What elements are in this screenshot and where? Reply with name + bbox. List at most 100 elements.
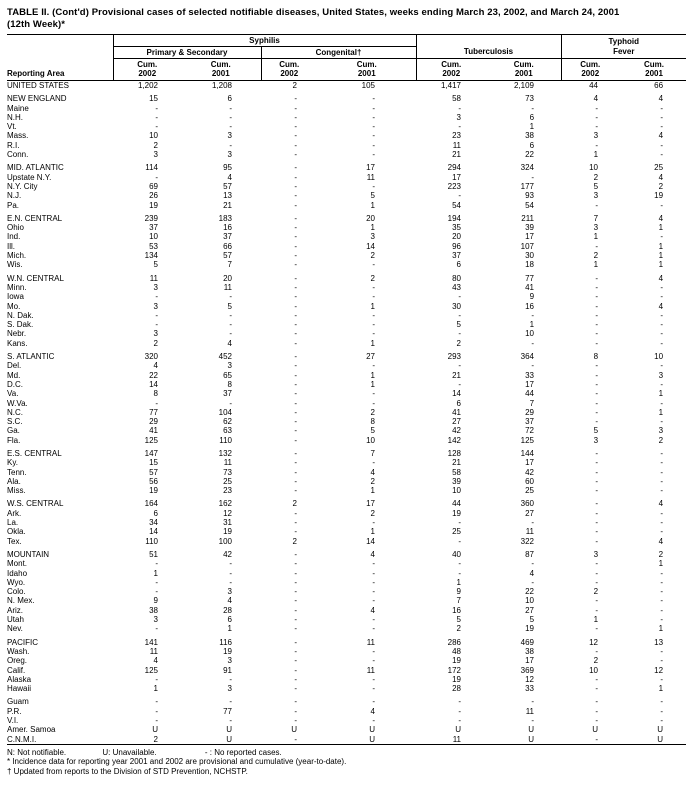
value-cell: 104 xyxy=(218,407,232,417)
value-cell: 17 xyxy=(525,379,535,389)
footnote-unavailable: U: Unavailable. xyxy=(102,747,157,757)
value-cell: - xyxy=(531,577,535,587)
value-cell: 19 xyxy=(149,200,158,210)
table-row-ga: Ga. 41 63 - 5 42 72 5 3 xyxy=(7,426,686,435)
value-cell: - xyxy=(155,587,158,597)
value-cell: 6 xyxy=(227,94,232,104)
table-title-line1: TABLE II. (Cont'd) Provisional cases of … xyxy=(7,7,620,18)
value-cell: - xyxy=(531,103,535,113)
value-cell: 17 xyxy=(452,172,461,182)
table-row-wyo: Wyo. - - - - 1 - - - xyxy=(7,578,686,587)
value-cell: - xyxy=(155,320,158,330)
footnote-dagger: † Updated from reports to the Division o… xyxy=(7,766,248,776)
value-cell: - xyxy=(458,568,461,578)
value-cell: 12 xyxy=(654,665,664,675)
cum-2002-header: Cum. 2002 xyxy=(260,58,338,81)
value-cell: 4 xyxy=(658,131,664,141)
value-cell: 8 xyxy=(227,379,232,389)
value-cell: - xyxy=(660,605,664,615)
reporting-area-cell: Mass. xyxy=(7,131,29,141)
value-cell: - xyxy=(531,697,535,707)
value-cell: 9 xyxy=(529,292,535,302)
value-cell: - xyxy=(229,122,232,132)
value-cell: 1 xyxy=(370,527,375,537)
value-cell: - xyxy=(458,518,461,528)
value-cell: - xyxy=(595,122,599,132)
value-cell: 162 xyxy=(218,499,232,509)
value-cell: 21 xyxy=(223,200,232,210)
table-title: TABLE II. (Cont'd) Provisional cases of … xyxy=(7,7,685,30)
typhoid-fever-group-header: Typhoid Fever xyxy=(560,34,687,59)
footnote-legend: N: Not notifiable. U: Unavailable. - : N… xyxy=(7,748,685,758)
value-cell: - xyxy=(294,697,297,707)
reporting-area-cell: Mont. xyxy=(7,559,28,569)
value-cell: 18 xyxy=(525,260,535,270)
value-cell: - xyxy=(595,518,599,528)
reporting-area-cell: La. xyxy=(7,518,19,528)
value-cell: 66 xyxy=(223,241,232,251)
cum-2001-header: Cum. 2001 xyxy=(186,58,261,81)
value-cell: 10 xyxy=(452,486,461,496)
value-cell: - xyxy=(595,398,599,408)
value-cell: 20 xyxy=(366,213,375,223)
disease-table: Reporting Area Syphilis Tuberculosis Typ… xyxy=(7,34,687,745)
value-cell: - xyxy=(294,486,297,496)
value-cell: 1 xyxy=(593,150,599,160)
value-cell: U xyxy=(226,725,232,735)
value-cell: 2 xyxy=(370,476,375,486)
table-row-mountain: MOUNTAIN 51 42 - 4 40 87 3 2 xyxy=(7,550,686,559)
value-cell: - xyxy=(531,310,535,320)
value-cell: 128 xyxy=(447,448,461,458)
value-cell: 37 xyxy=(525,417,535,427)
reporting-area-cell: Ga. xyxy=(7,426,20,436)
value-cell: 8 xyxy=(153,389,158,399)
value-cell: - xyxy=(229,568,232,578)
cum-2001-header: Cum. 2001 xyxy=(488,58,562,81)
value-cell: 17 xyxy=(366,499,375,509)
value-cell: - xyxy=(458,536,461,546)
value-cell: 42 xyxy=(452,426,461,436)
value-cell: - xyxy=(595,624,599,634)
value-cell: 54 xyxy=(525,200,535,210)
reporting-area-cell: Wis. xyxy=(7,260,23,270)
value-cell: - xyxy=(294,273,297,283)
table-row-mich: Mich. 134 57 - 2 37 30 2 1 xyxy=(7,251,686,260)
value-cell: U xyxy=(226,734,232,744)
reporting-area-cell: Hawaii xyxy=(7,684,32,694)
value-cell: - xyxy=(294,251,297,261)
table-row-ky: Ky. 15 11 - - 21 17 - - xyxy=(7,458,686,467)
value-cell: - xyxy=(372,518,375,528)
value-cell: - xyxy=(294,241,297,251)
value-cell: - xyxy=(229,320,232,330)
value-cell: 294 xyxy=(447,163,461,173)
value-cell: 183 xyxy=(218,213,232,223)
value-cell: - xyxy=(595,697,599,707)
value-cell: 211 xyxy=(521,213,535,223)
value-cell: - xyxy=(372,131,375,141)
value-cell: 3 xyxy=(227,131,232,141)
value-cell: 38 xyxy=(525,131,535,141)
value-cell: 17 xyxy=(366,163,375,173)
value-cell: 4 xyxy=(658,301,664,311)
value-cell: - xyxy=(660,417,664,427)
table-row-tenn: Tenn. 57 73 - 4 58 42 - - xyxy=(7,468,686,477)
reporting-area-cell: W.N. CENTRAL xyxy=(7,273,64,283)
value-cell: 1 xyxy=(658,223,664,233)
value-cell: 21 xyxy=(452,370,461,380)
tuberculosis-group-header: Tuberculosis xyxy=(415,34,562,59)
table-row-md: Md. 22 65 - 1 21 33 - 3 xyxy=(7,371,686,380)
value-cell: - xyxy=(372,398,375,408)
value-cell: 37 xyxy=(149,223,158,233)
value-cell: 11 xyxy=(366,172,375,182)
reporting-area-cell: Amer. Samoa xyxy=(7,725,56,735)
value-cell: - xyxy=(372,389,375,399)
header-row-subgroups: Primary & Secondary Congenital† xyxy=(7,46,686,59)
value-cell: - xyxy=(229,140,232,150)
value-cell: U xyxy=(657,725,664,735)
value-cell: 27 xyxy=(525,605,535,615)
value-cell: 1 xyxy=(658,559,664,569)
table-row-united-states: UNITED STATES 1,202 1,208 2 105 1,417 2,109 44 6… xyxy=(7,81,686,91)
value-cell: 69 xyxy=(149,181,158,191)
value-cell: - xyxy=(294,370,297,380)
table-row-pacific: PACIFIC 141 116 - 11 286 469 12 13 xyxy=(7,638,686,647)
